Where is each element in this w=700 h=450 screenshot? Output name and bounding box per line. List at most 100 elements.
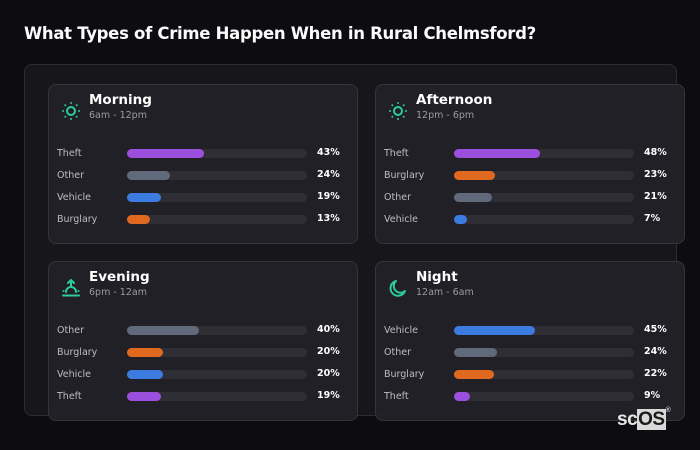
- bar-value: 19%: [317, 191, 340, 202]
- bar-value: 21%: [644, 191, 667, 202]
- bar-label: Burglary: [57, 214, 98, 225]
- bar-value: 48%: [644, 147, 667, 158]
- bar-value: 45%: [644, 324, 667, 335]
- bar-list: Theft 43% Other 24% Vehicle 19% Burglary…: [57, 146, 357, 234]
- card-title: Morning: [89, 92, 152, 108]
- bar-track: [454, 193, 634, 202]
- card-evening: Evening 6pm - 12am Other 40% Burglary 20…: [48, 261, 358, 421]
- bar-list: Theft 48% Burglary 23% Other 21% Vehicle…: [384, 146, 684, 234]
- bar-fill: [127, 348, 163, 357]
- bar-track: [454, 370, 634, 379]
- bar-track: [127, 370, 307, 379]
- bar-row: Vehicle 7%: [384, 212, 684, 234]
- sun-icon: [62, 102, 80, 120]
- moon-icon: [389, 280, 406, 297]
- bar-row: Burglary 13%: [57, 212, 357, 234]
- bar-track: [127, 193, 307, 202]
- bar-fill: [454, 326, 535, 335]
- bar-label: Theft: [57, 391, 82, 402]
- bar-track: [454, 171, 634, 180]
- bar-track: [127, 392, 307, 401]
- bar-track: [127, 326, 307, 335]
- card-title: Evening: [89, 269, 150, 285]
- bar-value: 20%: [317, 368, 340, 379]
- bar-value: 24%: [317, 169, 340, 180]
- card-night: Night 12am - 6am Vehicle 45% Other 24% B…: [375, 261, 685, 421]
- sun-icon: [389, 102, 407, 120]
- bar-fill: [127, 149, 205, 158]
- bar-value: 20%: [317, 346, 340, 357]
- bar-label: Burglary: [57, 347, 98, 358]
- bar-track: [454, 149, 634, 158]
- bar-label: Vehicle: [384, 214, 418, 225]
- bar-value: 23%: [644, 169, 667, 180]
- card-title: Afternoon: [416, 92, 493, 108]
- bar-track: [454, 326, 634, 335]
- card-time-range: 12am - 6am: [416, 287, 474, 298]
- logo-os: OS: [637, 409, 666, 430]
- bar-value: 9%: [644, 390, 661, 401]
- bar-fill: [454, 171, 496, 180]
- bar-fill: [454, 392, 471, 401]
- bar-fill: [127, 193, 162, 202]
- bar-fill: [127, 171, 171, 180]
- bar-fill: [454, 149, 541, 158]
- bar-track: [454, 348, 634, 357]
- bar-row: Theft 19%: [57, 389, 357, 411]
- bar-row: Vehicle 20%: [57, 367, 357, 389]
- bar-fill: [127, 215, 151, 224]
- bar-value: 19%: [317, 390, 340, 401]
- bar-row: Burglary 22%: [384, 367, 684, 389]
- bar-row: Other 40%: [57, 323, 357, 345]
- bar-label: Burglary: [384, 170, 425, 181]
- bar-row: Vehicle 19%: [57, 190, 357, 212]
- bar-row: Theft 9%: [384, 389, 684, 411]
- bar-row: Theft 43%: [57, 146, 357, 168]
- bar-label: Vehicle: [57, 192, 91, 203]
- bar-label: Vehicle: [384, 325, 418, 336]
- bar-label: Theft: [57, 148, 82, 159]
- bar-track: [454, 392, 634, 401]
- bar-track: [127, 149, 307, 158]
- card-afternoon: Afternoon 12pm - 6pm Theft 48% Burglary …: [375, 84, 685, 244]
- bar-track: [127, 215, 307, 224]
- sunset-icon: [62, 279, 80, 297]
- bar-value: 13%: [317, 213, 340, 224]
- bar-value: 7%: [644, 213, 661, 224]
- bar-value: 24%: [644, 346, 667, 357]
- bar-row: Theft 48%: [384, 146, 684, 168]
- bar-fill: [454, 348, 498, 357]
- bar-fill: [127, 326, 199, 335]
- bar-label: Other: [384, 192, 411, 203]
- bar-label: Other: [384, 347, 411, 358]
- bar-row: Burglary 23%: [384, 168, 684, 190]
- page-title: What Types of Crime Happen When in Rural…: [24, 24, 536, 43]
- bar-label: Theft: [384, 391, 409, 402]
- bar-track: [127, 348, 307, 357]
- bar-fill: [454, 370, 494, 379]
- bar-row: Burglary 20%: [57, 345, 357, 367]
- bar-row: Other 24%: [57, 168, 357, 190]
- bar-value: 40%: [317, 324, 340, 335]
- registered-mark: ®: [665, 407, 671, 414]
- bar-value: 22%: [644, 368, 667, 379]
- card-time-range: 6am - 12pm: [89, 110, 147, 121]
- card-title: Night: [416, 269, 458, 285]
- card-time-range: 12pm - 6pm: [416, 110, 475, 121]
- bar-label: Other: [57, 170, 84, 181]
- logo-sc: sc: [617, 409, 638, 430]
- bar-label: Theft: [384, 148, 409, 159]
- bar-track: [454, 215, 634, 224]
- bar-row: Vehicle 45%: [384, 323, 684, 345]
- bar-value: 43%: [317, 147, 340, 158]
- bar-fill: [127, 392, 162, 401]
- card-morning: Morning 6am - 12pm Theft 43% Other 24% V…: [48, 84, 358, 244]
- card-time-range: 6pm - 12am: [89, 287, 147, 298]
- bar-label: Burglary: [384, 369, 425, 380]
- bar-label: Vehicle: [57, 369, 91, 380]
- bar-fill: [454, 193, 492, 202]
- bar-list: Vehicle 45% Other 24% Burglary 22% Theft…: [384, 323, 684, 411]
- bar-list: Other 40% Burglary 20% Vehicle 20% Theft…: [57, 323, 357, 411]
- scos-logo: scOS®: [617, 407, 671, 431]
- bar-fill: [454, 215, 467, 224]
